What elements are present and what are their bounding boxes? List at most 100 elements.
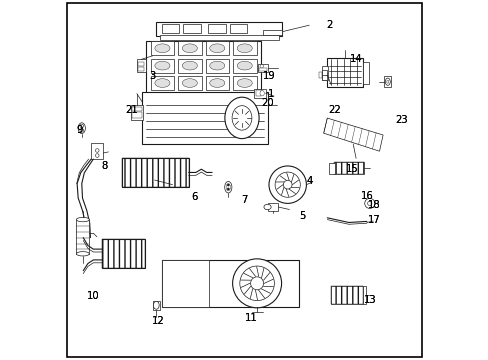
Text: 10: 10 [87, 291, 100, 301]
Text: 12: 12 [151, 316, 164, 326]
Bar [233, 59, 256, 73]
Ellipse shape [155, 79, 170, 87]
Text: 7: 7 [241, 195, 247, 205]
Text: 21: 21 [125, 105, 138, 115]
Text: 9: 9 [77, 125, 83, 135]
Bar [362, 62, 368, 84]
Bar [262, 30, 282, 35]
Text: 18: 18 [367, 200, 380, 210]
Bar [152, 301, 160, 310]
Circle shape [227, 188, 229, 190]
Ellipse shape [237, 79, 252, 87]
Bar [205, 59, 228, 73]
Bar [91, 143, 103, 159]
Ellipse shape [237, 44, 252, 53]
Circle shape [275, 172, 300, 197]
Bar [267, 203, 278, 211]
Text: 8: 8 [102, 161, 108, 171]
Bar [230, 24, 247, 33]
Bar [162, 260, 208, 307]
Text: 6: 6 [190, 192, 197, 202]
Text: 15: 15 [346, 164, 358, 174]
Text: 2: 2 [325, 20, 332, 30]
Circle shape [80, 129, 83, 132]
Bar [233, 76, 256, 90]
Circle shape [364, 198, 374, 208]
Bar [254, 89, 265, 98]
Ellipse shape [385, 78, 389, 85]
Bar [259, 68, 266, 71]
Text: 7: 7 [241, 195, 247, 205]
Ellipse shape [76, 252, 89, 256]
Bar [326, 58, 363, 87]
Text: 8: 8 [102, 161, 108, 171]
Bar [156, 22, 282, 36]
Bar [151, 41, 174, 55]
Bar [321, 70, 326, 80]
Bar [122, 158, 188, 187]
Ellipse shape [182, 44, 197, 53]
Text: 11: 11 [245, 312, 258, 323]
Text: 14: 14 [349, 54, 362, 64]
Bar [255, 90, 260, 96]
Bar [233, 41, 256, 55]
Text: 20: 20 [260, 98, 273, 108]
Ellipse shape [260, 91, 264, 96]
Circle shape [367, 201, 371, 206]
Ellipse shape [155, 61, 170, 70]
Polygon shape [323, 118, 382, 151]
Ellipse shape [224, 97, 259, 139]
Bar [102, 239, 145, 268]
Text: 1: 1 [268, 89, 274, 99]
Ellipse shape [76, 217, 89, 222]
Circle shape [232, 259, 281, 308]
Text: 23: 23 [394, 114, 407, 125]
Circle shape [80, 124, 83, 128]
Text: 16: 16 [360, 191, 372, 201]
Ellipse shape [224, 181, 231, 193]
Bar [329, 163, 334, 174]
Circle shape [268, 166, 306, 203]
Bar [145, 41, 260, 94]
Ellipse shape [264, 204, 270, 210]
Bar [330, 286, 362, 304]
Bar [322, 66, 327, 80]
Bar [208, 24, 225, 33]
Bar [183, 24, 200, 33]
Bar [205, 41, 228, 55]
Ellipse shape [78, 123, 85, 134]
Text: 4: 4 [305, 176, 312, 186]
Text: 19: 19 [263, 71, 276, 81]
Ellipse shape [237, 61, 252, 70]
Ellipse shape [232, 106, 251, 130]
Text: 20: 20 [260, 98, 273, 108]
Circle shape [227, 184, 229, 186]
Bar [318, 72, 322, 78]
Bar [162, 24, 179, 33]
Text: 13: 13 [363, 294, 375, 305]
Bar [76, 220, 89, 254]
Bar [362, 286, 366, 304]
Bar [151, 76, 174, 90]
Bar [330, 286, 362, 304]
Text: 5: 5 [298, 211, 305, 221]
Text: 19: 19 [263, 71, 276, 81]
Ellipse shape [209, 61, 224, 70]
Bar [258, 64, 268, 72]
Ellipse shape [155, 44, 170, 53]
Ellipse shape [153, 301, 159, 309]
Text: 22: 22 [327, 105, 340, 115]
Text: 18: 18 [367, 200, 380, 210]
Circle shape [95, 154, 99, 157]
Bar [333, 162, 364, 174]
Bar [178, 59, 201, 73]
Text: 1: 1 [268, 89, 274, 99]
Bar [162, 260, 298, 307]
Text: 23: 23 [394, 114, 407, 125]
Ellipse shape [209, 79, 224, 87]
Ellipse shape [260, 65, 263, 68]
Circle shape [283, 180, 291, 189]
Text: 14: 14 [349, 54, 362, 64]
Text: 3: 3 [149, 71, 156, 81]
Bar [333, 162, 364, 174]
